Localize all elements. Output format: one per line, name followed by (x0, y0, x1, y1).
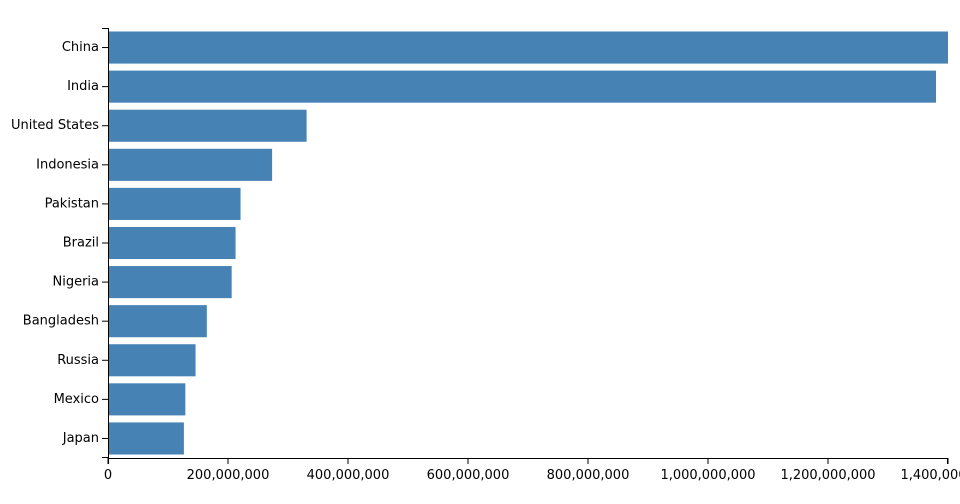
y-tick-label-brazil: Brazil (63, 236, 99, 251)
bars-layer (108, 31, 948, 455)
x-tick-label-1: 200,000,000 (187, 468, 270, 483)
y-tick-label-japan: Japan (62, 431, 99, 446)
y-tick-label-bangladesh: Bangladesh (23, 314, 99, 329)
x-axis-line (108, 458, 948, 464)
bar-brazil (108, 226, 236, 260)
bar-japan (108, 422, 184, 455)
bar-pakistan (108, 187, 241, 220)
bar-nigeria (108, 266, 232, 299)
x-tick-label-3: 600,000,000 (427, 468, 510, 483)
y-axis-line (102, 28, 109, 458)
bar-russia (108, 344, 196, 377)
x-tick-label-6: 1,200,000,000 (780, 468, 875, 483)
y-tick-label-china: China (62, 40, 99, 55)
bar-china (108, 31, 948, 64)
y-tick-label-mexico: Mexico (54, 392, 99, 407)
bar-bangladesh (108, 305, 207, 338)
x-tick-label-0: 0 (104, 468, 112, 483)
x-tick-label-2: 400,000,000 (307, 468, 390, 483)
y-tick-label-india: India (67, 79, 99, 94)
y-tick-label-pakistan: Pakistan (45, 196, 99, 211)
x-tick-label-5: 1,000,000,000 (660, 468, 755, 483)
y-axis: China India United States Indonesia Pakistan… (11, 28, 109, 458)
y-tick-label-russia: Russia (57, 353, 99, 368)
bar-indonesia (108, 148, 273, 181)
y-tick-label-indonesia: Indonesia (36, 157, 99, 172)
bar-india (108, 70, 936, 103)
y-tick-label-nigeria: Nigeria (52, 275, 99, 290)
x-axis: 0 200,000,000 400,000,000 600,000,000 800,00… (104, 458, 960, 483)
y-tick-label-united-states: United States (11, 118, 99, 133)
bar-united-states (108, 109, 307, 142)
bar-mexico (108, 383, 186, 416)
x-tick-label-7: 1,400,000,000 (900, 468, 960, 483)
x-tick-label-4: 800,000,000 (547, 468, 630, 483)
